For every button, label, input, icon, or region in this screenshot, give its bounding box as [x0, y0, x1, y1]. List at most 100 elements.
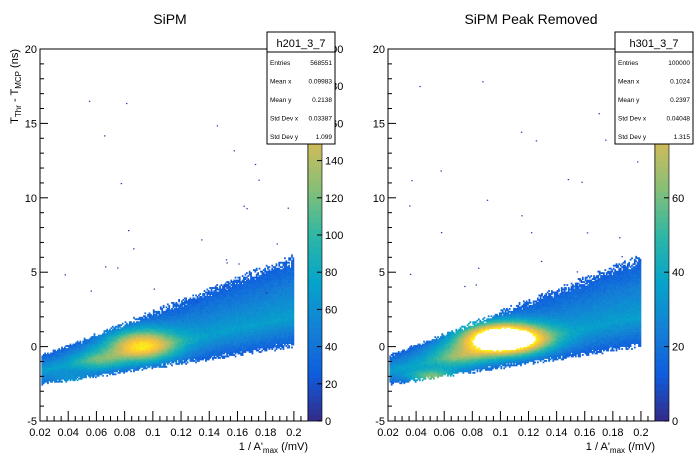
heatmap-cell [152, 328, 155, 331]
heatmap-cell [183, 342, 186, 344]
heatmap-cell [130, 321, 133, 324]
heatmap-cell [66, 345, 69, 347]
heatmap-cell [145, 322, 148, 325]
heatmap-cell [102, 361, 104, 364]
heatmap-cell [92, 367, 94, 370]
heatmap-cell [174, 316, 176, 319]
heatmap-cell [66, 355, 69, 358]
heatmap-cell [147, 334, 149, 337]
heatmap-cell [100, 349, 103, 352]
heatmap-cell [148, 355, 151, 358]
heatmap-cell [159, 331, 162, 334]
heatmap-cell [185, 349, 188, 352]
heatmap-cell [107, 334, 110, 337]
heatmap-cell [134, 367, 137, 370]
heatmap-cell [199, 313, 202, 316]
heatmap-cell [157, 359, 159, 362]
heatmap-cell [114, 330, 117, 333]
heatmap-cell [107, 336, 110, 339]
heatmap-cell [159, 345, 162, 347]
heatmap-cell [165, 354, 168, 356]
heatmap-cell [199, 337, 202, 340]
heatmap-cell [174, 345, 176, 347]
heatmap-cell [128, 340, 131, 343]
heatmap-cell [109, 331, 111, 334]
heatmap-cell [183, 313, 186, 316]
heatmap-cell [154, 310, 157, 313]
heatmap-cell [179, 349, 182, 352]
heatmap-cell [103, 333, 106, 336]
heatmap-cell [76, 346, 79, 349]
heatmap-cell [199, 349, 202, 352]
heatmap-cell [182, 340, 185, 343]
heatmap-cell [128, 362, 131, 365]
heatmap-cell [134, 324, 137, 327]
heatmap-cell [186, 321, 189, 324]
heatmap-cell [85, 361, 87, 364]
heatmap-cell [126, 355, 128, 358]
heatmap-cell [80, 373, 83, 376]
heatmap-cell [96, 348, 99, 350]
heatmap-cell [62, 357, 65, 359]
heatmap-cell [86, 346, 89, 349]
heatmap-cell [41, 367, 44, 370]
heatmap-cell [100, 361, 103, 364]
heatmap-cell [104, 346, 107, 349]
heatmap-cell [190, 300, 193, 303]
heatmap-cell [176, 337, 179, 340]
heatmap-cell [116, 352, 118, 355]
heatmap-cell [89, 343, 92, 346]
heatmap-cell [179, 336, 182, 339]
heatmap-cell [109, 345, 111, 347]
heatmap-cell [151, 337, 154, 340]
heatmap-cell [113, 345, 116, 347]
heatmap-cell [155, 330, 158, 333]
heatmap-cell [87, 351, 90, 353]
heatmap-cell [48, 367, 51, 370]
heatmap-cell [141, 336, 144, 339]
heatmap-cell [79, 364, 82, 367]
heatmap-cell [100, 334, 103, 337]
heatmap-cell [175, 312, 178, 315]
heatmap-cell [172, 327, 175, 330]
heatmap-cell [116, 333, 118, 336]
heatmap-cell [126, 340, 128, 343]
heatmap-cell [113, 346, 116, 349]
heatmap-cell [134, 368, 137, 371]
heatmap-cell [178, 348, 180, 350]
heatmap-cell [161, 313, 164, 316]
heatmap-cell [179, 306, 182, 309]
heatmap-cell [140, 343, 142, 346]
heatmap-cell [172, 304, 175, 307]
heatmap-cell [165, 355, 168, 358]
heatmap-cell [172, 322, 175, 325]
heatmap-cell [111, 334, 114, 337]
heatmap-cell [164, 345, 166, 347]
heatmap-cell [126, 345, 128, 347]
heatmap-cell [147, 327, 149, 330]
heatmap-cell [133, 336, 135, 339]
heatmap-cell [181, 354, 183, 356]
heatmap-cell [182, 322, 185, 325]
heatmap-cell [56, 357, 59, 359]
heatmap-cell [131, 345, 134, 347]
heatmap-cell [69, 345, 72, 347]
heatmap-cell [54, 368, 56, 371]
heatmap-cell [164, 354, 166, 356]
heatmap-cell [144, 362, 147, 365]
heatmap-cell [107, 343, 110, 346]
heatmap-cell [65, 379, 68, 382]
heatmap-cell [162, 321, 165, 324]
heatmap-cell [52, 361, 55, 364]
heatmap-cell [174, 303, 176, 306]
heatmap-cell [165, 352, 168, 355]
heatmap-cell [196, 325, 199, 328]
heatmap-cell [109, 354, 111, 356]
heatmap-cell [178, 313, 180, 316]
heatmap-cell [134, 365, 137, 368]
heatmap-cell [142, 337, 145, 340]
heatmap-cell [102, 367, 104, 370]
heatmap-cell [71, 346, 73, 349]
heatmap-cell [186, 304, 189, 307]
heatmap-cell [63, 348, 66, 350]
